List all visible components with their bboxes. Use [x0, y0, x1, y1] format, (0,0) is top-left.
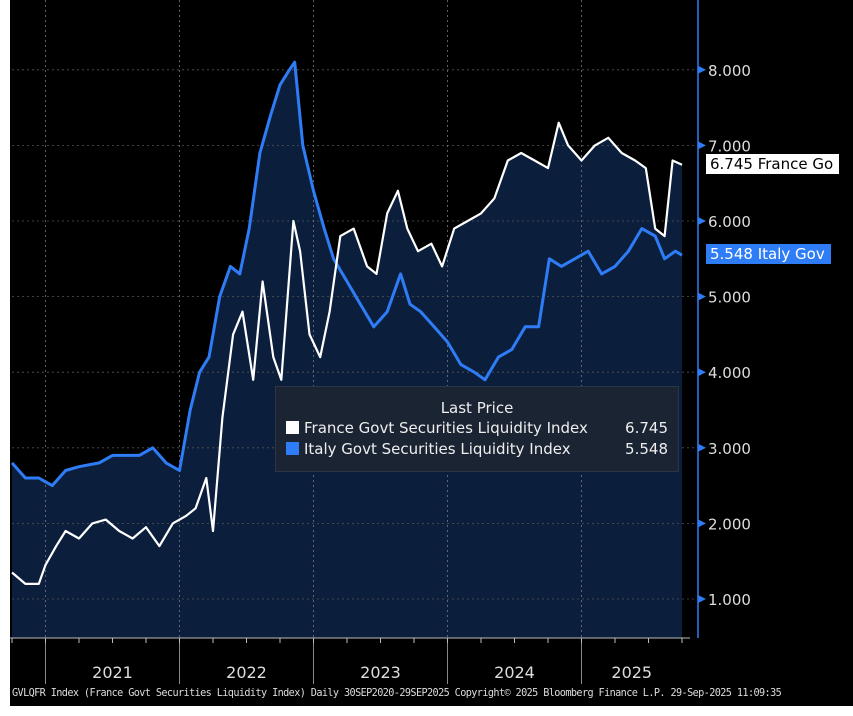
legend-swatch-italy [286, 442, 299, 455]
y-tick-label: 1.000 [708, 591, 751, 609]
y-tick-label: 3.000 [708, 440, 751, 458]
y-tick-label: 4.000 [708, 364, 751, 382]
y-tick-label: 7.000 [708, 137, 751, 155]
y-tick-label: 2.000 [708, 515, 751, 533]
y-tick-label: 8.000 [708, 62, 751, 80]
legend-item-italy: Italy Govt Securities Liquidity Index 5.5… [286, 438, 678, 459]
y-tick-marker [698, 141, 706, 150]
last-value-tag-france: 6.745 France Go [706, 153, 840, 174]
x-tick-label: 2024 [494, 663, 535, 682]
legend-title: Last Price [440, 399, 514, 417]
footer-caption: GVLQFR Index (France Govt Securities Liq… [12, 688, 782, 699]
legend-value-france: 6.745 [625, 418, 668, 437]
legend-value-italy: 5.548 [625, 439, 668, 458]
y-tick-marker [698, 217, 706, 225]
x-tick-label: 2025 [611, 663, 652, 682]
legend: Last Price France Govt Securities Liquid… [275, 386, 679, 472]
legend-item-france: France Govt Securities Liquidity Index 6.… [286, 417, 678, 438]
legend-label-france: France Govt Securities Liquidity Index [304, 418, 588, 437]
last-value-tag-italy: 5.548 Italy Gov [706, 244, 831, 265]
y-tick-marker [698, 595, 706, 603]
series-line-france [11, 121, 683, 586]
x-tick-label: 2022 [226, 663, 267, 682]
y-tick-marker [698, 443, 706, 452]
y-tick-label: 6.000 [708, 213, 751, 231]
chart-svg: 1.000 2.000 3.000 4.000 5.000 6.000 7.000 8.000… [10, 0, 751, 684]
y-tick-marker [698, 519, 706, 528]
y-tick-marker [698, 292, 706, 301]
legend-swatch-france [286, 421, 299, 434]
legend-label-italy: Italy Govt Securities Liquidity Index [304, 439, 571, 458]
x-tick-label: 2023 [360, 663, 401, 682]
series-line-italy [10, 60, 683, 488]
area-fill [12, 62, 682, 638]
y-tick-marker [698, 65, 706, 74]
chart-panel: 1.000 2.000 3.000 4.000 5.000 6.000 7.000 8.000… [10, 0, 853, 706]
y-tick-label: 5.000 [708, 289, 751, 307]
x-tick-label: 2021 [92, 663, 133, 682]
y-tick-marker [698, 368, 706, 377]
